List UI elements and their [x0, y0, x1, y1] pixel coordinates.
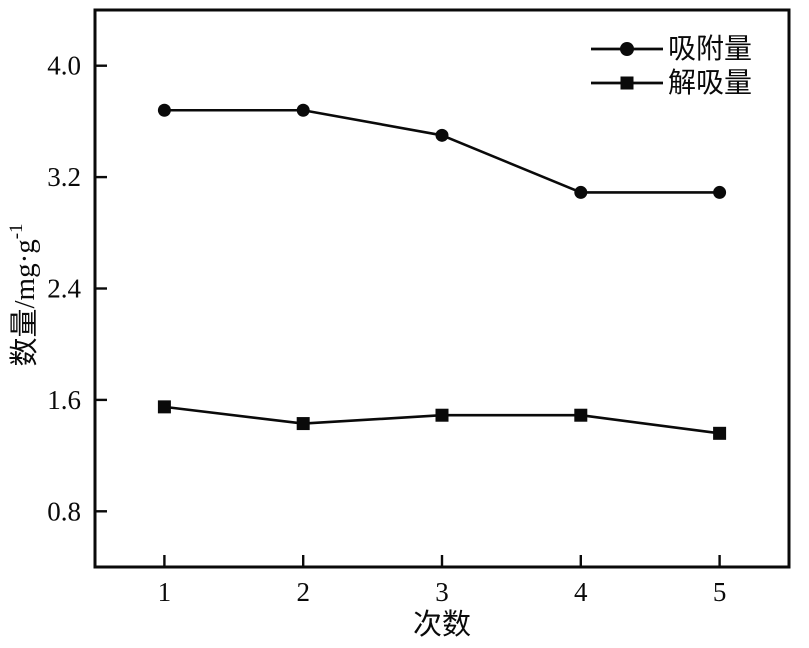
y-axis-label: 数量/mg·g-1: [6, 223, 41, 366]
y-tick-label: 4.0: [47, 51, 81, 81]
data-point-circle: [157, 103, 171, 117]
series-adsorption: [157, 103, 727, 199]
x-tick-label: 5: [713, 577, 727, 607]
x-axis: 1 2 3 4 5: [158, 555, 727, 607]
data-point-circle: [435, 128, 449, 142]
x-tick-label: 1: [158, 577, 172, 607]
data-point-circle: [713, 185, 727, 199]
series-desorption: [157, 400, 727, 440]
y-axis: 0.8 1.6 2.4 3.2 4.0: [47, 51, 107, 526]
plot-border: [93, 8, 791, 569]
data-point-square: [435, 408, 449, 422]
legend-label-desorption: 解吸量: [668, 67, 752, 99]
x-tick-label: 4: [574, 577, 588, 607]
y-tick-label: 1.6: [47, 385, 81, 415]
legend-label-adsorption: 吸附量: [668, 33, 752, 65]
y-axis-label-text: 数量/mg·g: [8, 239, 41, 366]
data-point-circle: [574, 185, 588, 199]
data-point-square: [574, 408, 588, 422]
x-axis-label: 次数: [413, 608, 471, 641]
x-tick-label: 2: [296, 577, 310, 607]
legend-item-desorption: 解吸量: [591, 67, 752, 99]
legend-circle-marker-icon: [620, 42, 634, 56]
data-point-circle: [296, 103, 310, 117]
y-tick-label: 0.8: [47, 496, 81, 526]
y-tick-label: 2.4: [47, 274, 81, 304]
x-tick-label: 3: [435, 577, 449, 607]
series-group: [157, 103, 727, 440]
data-point-square: [713, 426, 727, 440]
legend: 吸附量 解吸量: [591, 33, 752, 99]
data-point-square: [157, 400, 171, 414]
legend-item-adsorption: 吸附量: [591, 33, 752, 65]
y-tick-label: 3.2: [47, 162, 81, 192]
legend-square-marker-icon: [620, 76, 634, 90]
data-point-square: [296, 417, 310, 431]
y-axis-label-superscript: -1: [6, 223, 27, 239]
